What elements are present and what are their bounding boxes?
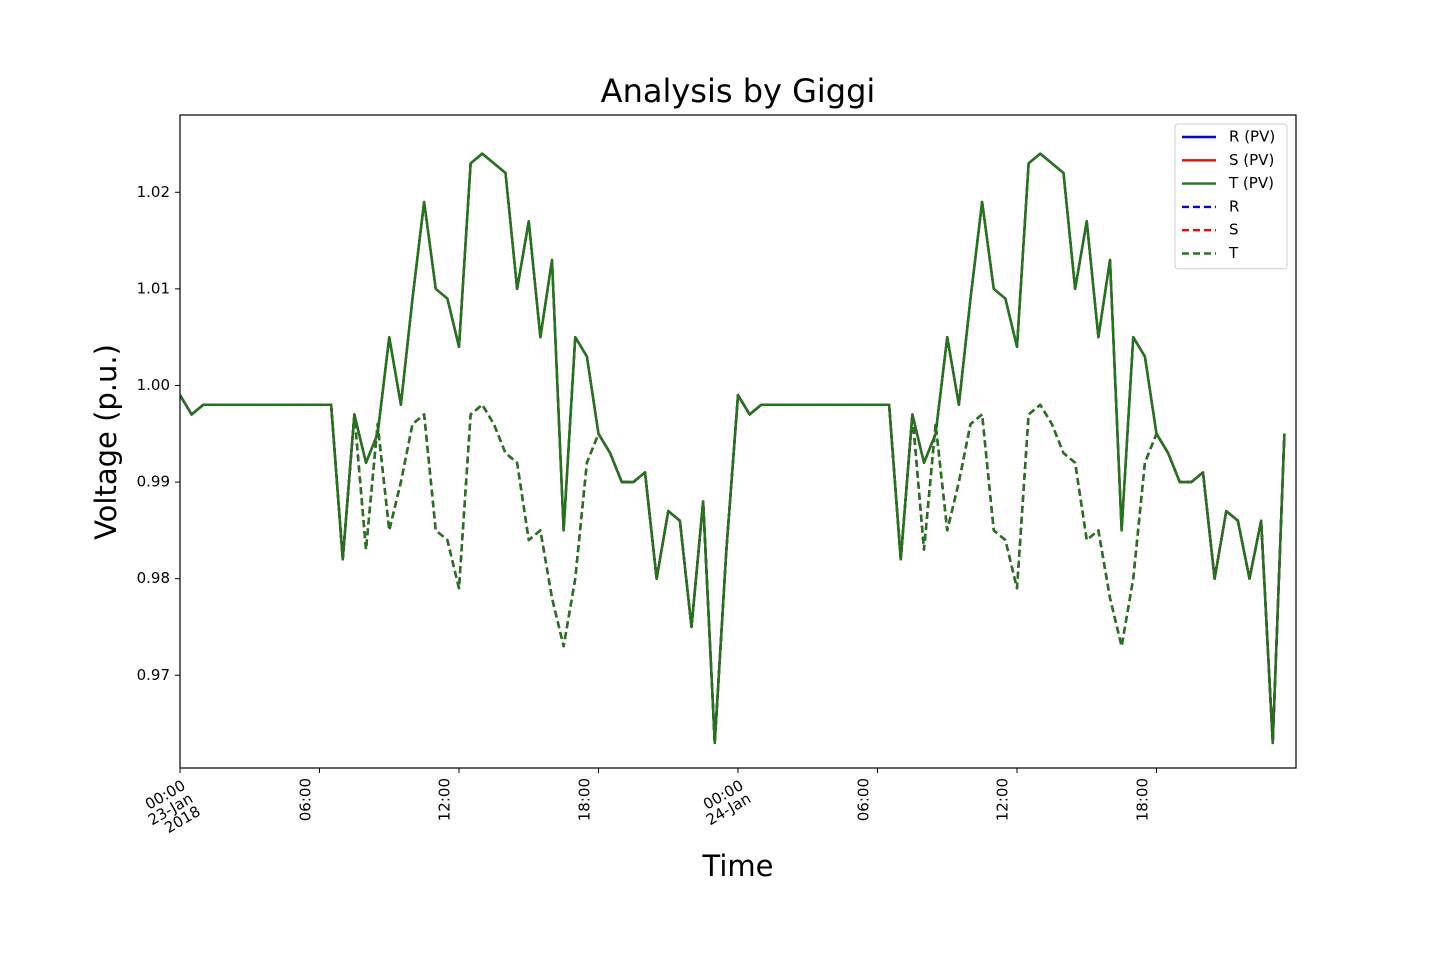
x-tick-label: 06:00 [296,778,315,822]
legend-label: T (PV) [1228,174,1274,192]
legend-label: S [1229,221,1239,239]
y-tick-label: 1.01 [137,279,170,297]
x-tick-label: 18:00 [575,778,594,822]
x-tick-label: 06:00 [854,778,873,822]
x-tick-label: 12:00 [435,778,454,822]
plot-frame [179,114,1297,769]
x-tick-label: 12:00 [993,778,1012,822]
plot-lines [180,152,1286,745]
y-axis-label: Voltage (p.u.) [89,344,123,540]
x-axis-label: Time [702,849,774,883]
legend-label: T [1228,244,1239,262]
y-tick-label: 0.98 [137,569,170,587]
legend-label: R [1229,197,1239,215]
y-tick-label: 0.97 [137,666,170,684]
series-line [180,152,1286,745]
y-tick-label: 1.00 [137,376,170,394]
y-tick-label: 0.99 [137,473,170,491]
legend-label: S (PV) [1229,151,1274,169]
y-tick-label: 1.02 [137,183,170,201]
x-tick-label: 18:00 [1133,778,1152,822]
chart-title: Analysis by Giggi [601,72,876,110]
series-line [180,393,1286,745]
legend-label: R (PV) [1229,128,1275,146]
